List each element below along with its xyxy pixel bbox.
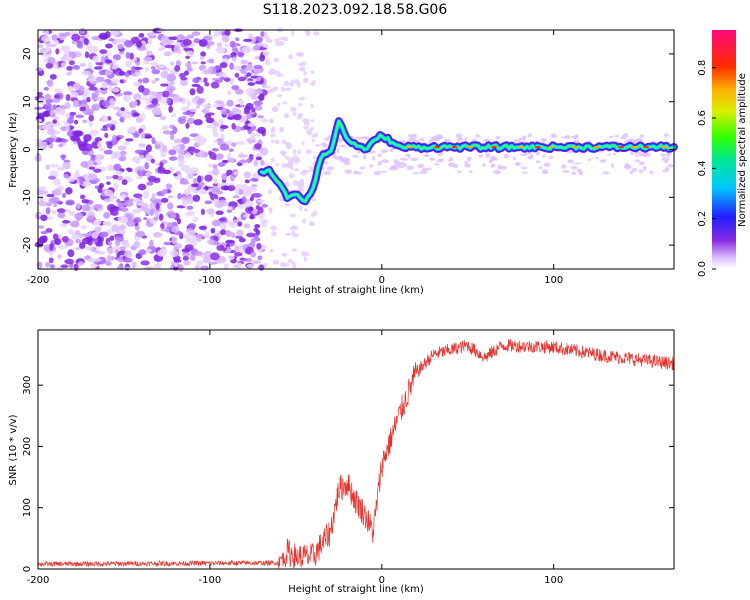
spectrogram-ridge <box>257 117 678 206</box>
snr-panel: -200 -100 0 100 0 100 200 300 Height of straig… <box>8 329 675 595</box>
spectrogram-y-tick-label: 0 <box>22 146 33 152</box>
spectrogram-y-tick-label: -10 <box>22 189 33 205</box>
spectrogram-x-label: Height of straight line (km) <box>288 285 424 296</box>
spectrogram-y-tick-label: 20 <box>22 48 33 61</box>
snr-series-line <box>37 338 675 569</box>
snr-x-tick-label: -100 <box>199 575 222 586</box>
spectrogram-x-ticks: -200 -100 0 100 <box>27 30 563 286</box>
colorbar-tick-label: 0.4 <box>697 160 708 176</box>
snr-x-tick-label: 0 <box>379 575 385 586</box>
snr-y-tick-label: 0 <box>22 566 33 572</box>
snr-frame <box>37 329 675 570</box>
colorbar: 0.0 0.2 0.4 0.6 0.8 Normalized spectral ampl… <box>697 30 748 277</box>
spectrogram-y-label: Frequency (Hz) <box>8 112 19 188</box>
colorbar-ticks: 0.0 0.2 0.4 0.6 0.8 <box>697 60 716 277</box>
colorbar-tick-label: 0.0 <box>697 261 708 277</box>
spectrogram-y-ticks: -20 -10 0 10 20 <box>22 48 674 253</box>
colorbar-tick-label: 0.2 <box>697 211 708 227</box>
colorbar-tick-label: 0.6 <box>697 110 708 126</box>
snr-y-label: SNR (10 * v/v) <box>8 414 19 485</box>
snr-y-tick-label: 300 <box>22 376 33 395</box>
spectrogram-x-tick-label: 0 <box>379 275 385 286</box>
spectrogram-x-tick-label: 100 <box>544 275 563 286</box>
snr-y-ticks: 0 100 200 300 <box>22 376 674 572</box>
colorbar-tick-label: 0.8 <box>697 60 708 76</box>
snr-frame-top <box>37 329 675 570</box>
colorbar-label: Normalized spectral amplitude <box>737 73 748 227</box>
snr-x-ticks: -200 -100 0 100 <box>27 330 563 586</box>
spectrogram-y-tick-label: -20 <box>22 237 33 253</box>
colorbar-gradient <box>712 30 736 269</box>
spectrogram-x-tick-label: -200 <box>27 275 50 286</box>
snr-y-tick-label: 200 <box>22 437 33 456</box>
snr-y-tick-label: 100 <box>22 498 33 517</box>
snr-x-tick-label: 100 <box>544 575 563 586</box>
spectrogram-x-tick-label: -100 <box>199 275 222 286</box>
spectrogram-speckle <box>34 27 676 272</box>
snr-x-tick-label: -200 <box>27 575 50 586</box>
snr-x-label: Height of straight line (km) <box>288 584 424 595</box>
figure-title: S118.2023.092.18.58.G06 <box>263 2 448 18</box>
spectrogram-y-tick-label: 10 <box>22 95 33 108</box>
